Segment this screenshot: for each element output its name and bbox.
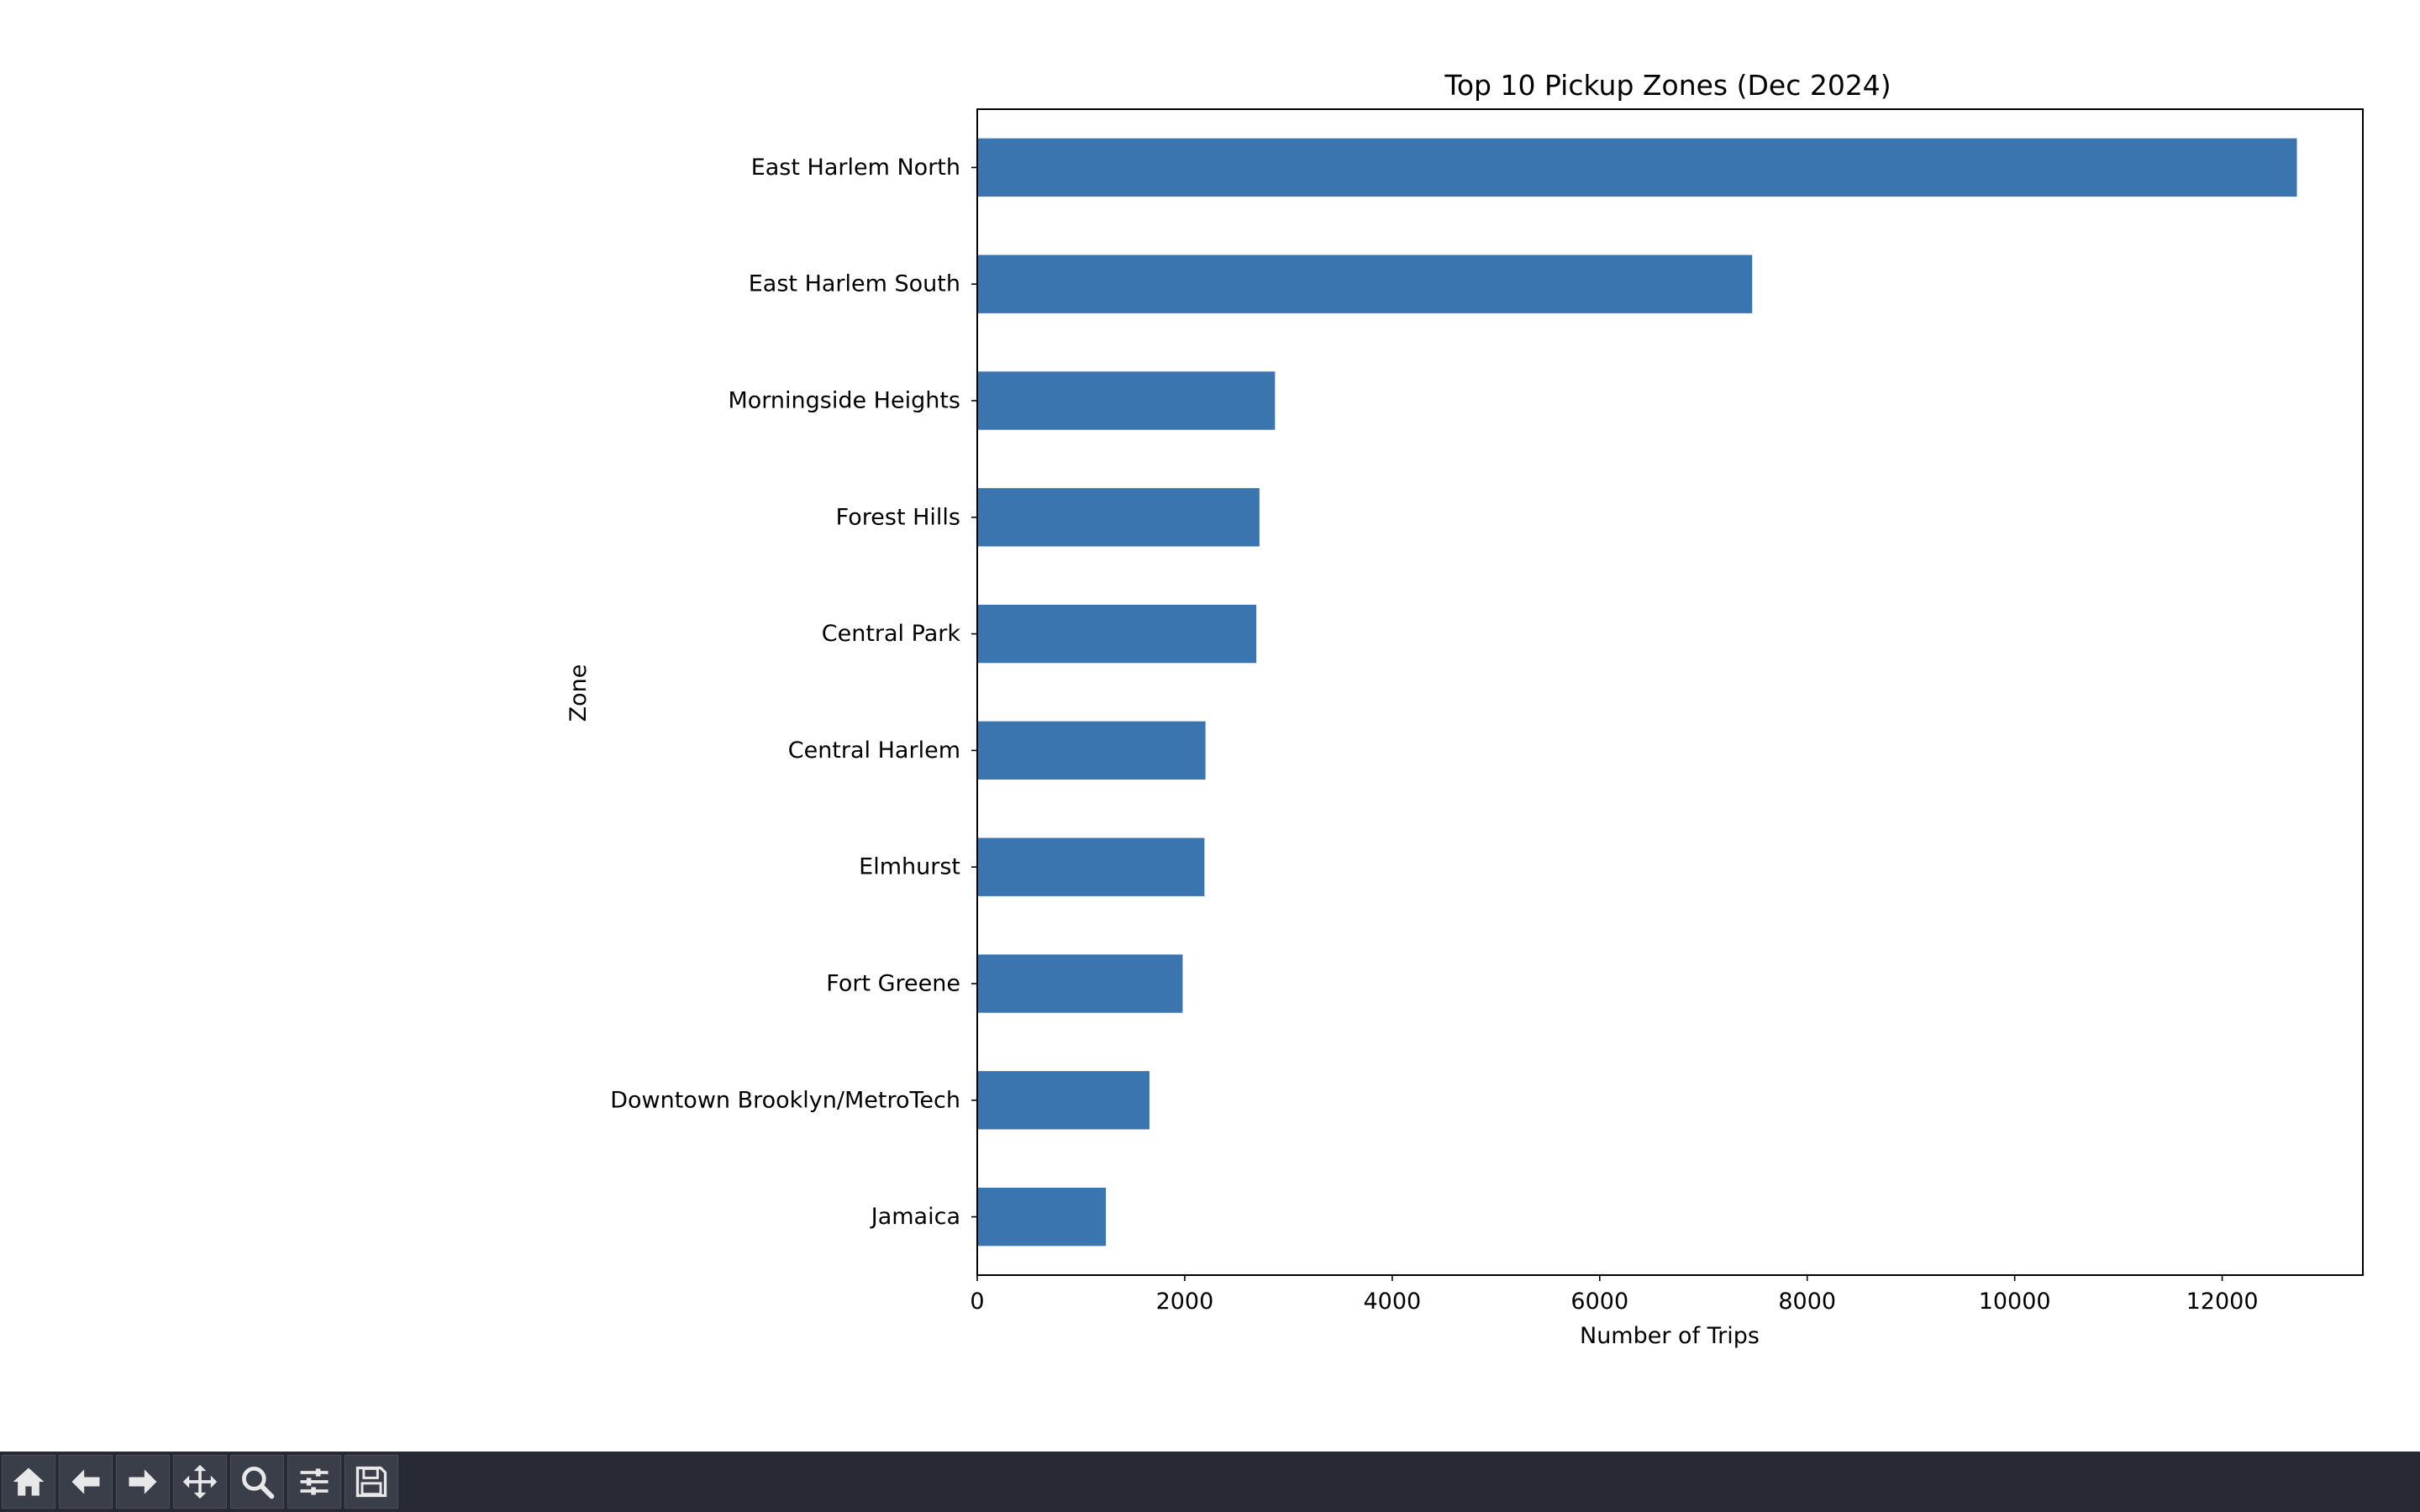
bars-group: [977, 138, 2297, 1247]
bar: [977, 1071, 1150, 1130]
bar: [977, 954, 1183, 1013]
y-axis-label: Zone: [566, 664, 592, 722]
bar: [977, 604, 1257, 664]
configure-subplots-button[interactable]: [287, 1455, 341, 1509]
arrow-right-icon: [129, 1469, 157, 1494]
pan-button[interactable]: [173, 1455, 227, 1509]
move-icon: [182, 1464, 218, 1499]
plot-area-frame: [976, 108, 2364, 1276]
y-tick-label: Downtown Brooklyn/MetroTech: [610, 1087, 960, 1113]
y-tick-label: Jamaica: [870, 1204, 960, 1230]
x-tick-label: 6000: [1570, 1289, 1628, 1315]
bar-chart: Top 10 Pickup Zones (Dec 2024) East Harl…: [566, 69, 2364, 1349]
save-button[interactable]: [345, 1455, 398, 1509]
bar: [977, 371, 1276, 430]
bar: [977, 488, 1260, 547]
x-axis-label: Number of Trips: [1580, 1323, 1760, 1349]
home-button[interactable]: [2, 1455, 55, 1509]
navigation-toolbar: [0, 1452, 2420, 1512]
x-tick-label: 2000: [1156, 1289, 1214, 1315]
back-button[interactable]: [59, 1455, 113, 1509]
y-tick-label: Central Harlem: [788, 738, 960, 764]
floppy-disk-icon: [355, 1466, 387, 1498]
x-tick-label: 0: [970, 1289, 984, 1315]
x-tick-label: 10000: [1979, 1289, 2051, 1315]
x-tick-label: 8000: [1778, 1289, 1836, 1315]
y-tick-label: Elmhurst: [859, 854, 960, 880]
x-ticks: 0 2000 4000 6000 8000 10000 12000: [970, 1275, 2259, 1315]
home-icon: [13, 1467, 45, 1496]
sliders-icon: [300, 1468, 329, 1495]
bar: [977, 138, 2297, 197]
y-tick-labels: East Harlem North East Harlem South Mornin…: [610, 155, 977, 1230]
y-tick-label: Forest Hills: [836, 504, 960, 530]
forward-button[interactable]: [116, 1455, 170, 1509]
zoom-button[interactable]: [230, 1455, 284, 1509]
arrow-left-icon: [71, 1469, 100, 1494]
y-tick-label: East Harlem North: [751, 155, 960, 181]
y-tick-label: Fort Greene: [826, 971, 960, 997]
figure: Top 10 Pickup Zones (Dec 2024) East Harl…: [566, 69, 2364, 1349]
x-tick-label: 12000: [2186, 1289, 2259, 1315]
y-tick-label: East Harlem South: [749, 271, 960, 297]
x-tick-label: 4000: [1364, 1289, 1422, 1315]
magnifier-icon: [242, 1467, 275, 1499]
bar: [977, 1187, 1107, 1247]
chart-title: Top 10 Pickup Zones (Dec 2024): [1444, 69, 1891, 102]
y-tick-label: Central Park: [822, 621, 961, 647]
y-tick-label: Morningside Heights: [728, 388, 960, 414]
bar: [977, 721, 1206, 780]
bar: [977, 255, 1753, 313]
bar: [977, 837, 1205, 896]
